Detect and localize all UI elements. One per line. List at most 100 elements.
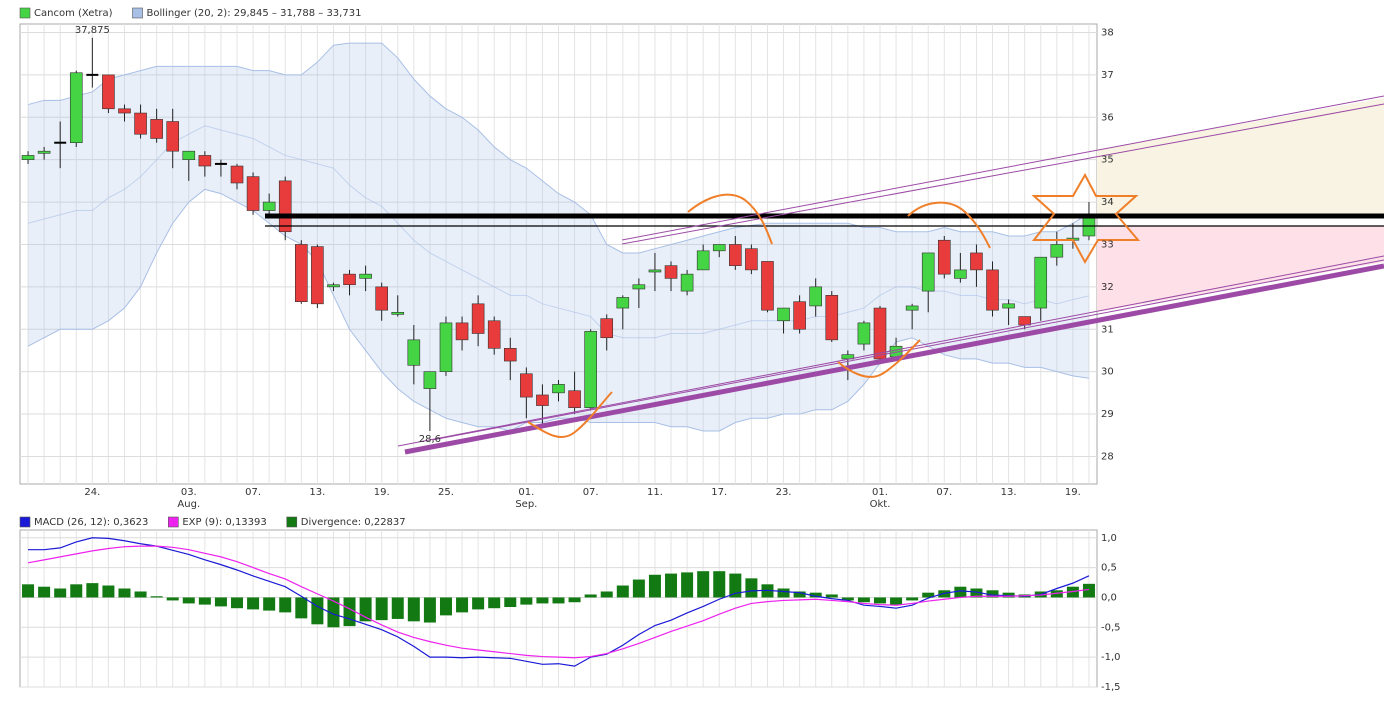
divergence-bar (391, 597, 404, 619)
divergence-bar (873, 597, 886, 604)
x-tick-label: 25. (438, 487, 454, 498)
y-tick-label: 29 (1101, 409, 1114, 420)
labels: 28 29 30 31 32 33 34 35 36 37 38 24. 03.Aug. 07. 13. 19… (19, 7, 1121, 693)
y-tick-label: -1,5 (1101, 682, 1121, 693)
candle-body (166, 121, 180, 152)
x-tick-label: 07. (245, 487, 261, 498)
divergence-bar (857, 597, 870, 603)
divergence-bar (600, 591, 613, 598)
high-annotation: 37,875 (75, 25, 110, 36)
candle-body (729, 244, 742, 266)
divergence-bar (809, 592, 822, 598)
candle-body (134, 112, 147, 135)
divergence-bar (279, 597, 292, 613)
x-month-label: Aug. (177, 499, 200, 510)
candle-body (986, 269, 999, 311)
candle-body (552, 384, 565, 394)
divergence-bar (729, 573, 742, 598)
divergence-bar (118, 588, 131, 598)
low-annotation: 28,6 (419, 434, 441, 445)
divergence-bar (70, 584, 83, 598)
x-tick-label: 13. (1001, 487, 1017, 498)
y-tick-label: 38 (1101, 27, 1114, 38)
candle-body (937, 239, 951, 275)
divergence-bar (520, 597, 533, 605)
divergence-bar (552, 597, 565, 604)
divergence-bar (423, 597, 436, 623)
candle-body (777, 307, 790, 322)
y-tick-label: 31 (1101, 324, 1114, 335)
divergence-bar (343, 597, 356, 627)
candle-body (664, 265, 678, 279)
candle-body (230, 165, 244, 184)
x-tick-label: 19. (1065, 487, 1081, 498)
candle-body (21, 155, 35, 160)
candle-body (584, 331, 597, 408)
divergence-bar (632, 579, 645, 598)
legend-label: Cancom (Xetra) (34, 8, 113, 19)
y-tick-label: 0,5 (1101, 563, 1117, 574)
divergence-bar (231, 597, 244, 609)
divergence-bar (102, 585, 115, 598)
divergence-bar (986, 590, 999, 598)
candle-body (616, 297, 630, 309)
candle-body (857, 322, 871, 345)
candle-body (632, 284, 646, 290)
candle-body (761, 261, 774, 311)
divergence-bar (970, 588, 983, 598)
divergence-bar (954, 586, 967, 598)
x-tick-label: 13. (309, 487, 325, 498)
divergence-bar (134, 591, 147, 598)
legend-swatch (132, 7, 143, 19)
legend-swatch (19, 516, 31, 528)
data (21, 37, 1096, 667)
divergence-bar (568, 597, 581, 603)
divergence-bar (713, 571, 726, 598)
divergence-bar (922, 592, 935, 598)
divergence-bar (504, 597, 517, 608)
divergence-bar (584, 594, 597, 598)
trend-line (431, 259, 1384, 441)
candle-body (873, 307, 887, 360)
x-tick-label: 17. (711, 487, 727, 498)
candle-body (809, 286, 822, 307)
candle-body (311, 246, 324, 305)
candle-body (905, 305, 919, 311)
bollinger-lower (27, 188, 1090, 432)
trend-line (397, 255, 1384, 447)
upper-zone (1097, 98, 1384, 216)
candle-body (327, 284, 340, 288)
candle-body (69, 72, 83, 144)
y-tick-label: -1,0 (1101, 652, 1121, 663)
divergence-bar (793, 591, 806, 598)
x-tick-label: 03. (181, 487, 197, 498)
x-tick-label: 01. (518, 487, 534, 498)
candle-body (182, 150, 196, 160)
bollinger-band (28, 43, 1089, 432)
divergence-bar (890, 597, 903, 605)
divergence-bar (648, 574, 661, 598)
candle-body (487, 320, 501, 349)
legend-swatch (286, 516, 298, 528)
candle-body (696, 250, 710, 271)
candle-body (600, 318, 614, 339)
x-tick-label: 07. (583, 487, 599, 498)
candle-body (102, 74, 115, 110)
y-tick-label: 34 (1101, 197, 1114, 208)
x-tick-label: 07. (936, 487, 952, 498)
y-tick-label: 36 (1101, 112, 1114, 123)
divergence-bar (439, 597, 452, 616)
divergence-bar (198, 597, 211, 605)
x-tick-label: 19. (374, 487, 390, 498)
divergence-bar (295, 597, 308, 619)
divergence-bar (536, 597, 549, 604)
candle-body (1002, 303, 1015, 309)
divergence-bar (38, 586, 51, 598)
candle-body (118, 108, 131, 114)
candle-body (246, 176, 260, 211)
candle-body (712, 244, 726, 252)
candle-body (503, 348, 517, 362)
divergence-bar (247, 597, 260, 610)
x-month-label: Okt. (870, 499, 891, 510)
divergence-bar (54, 588, 67, 598)
